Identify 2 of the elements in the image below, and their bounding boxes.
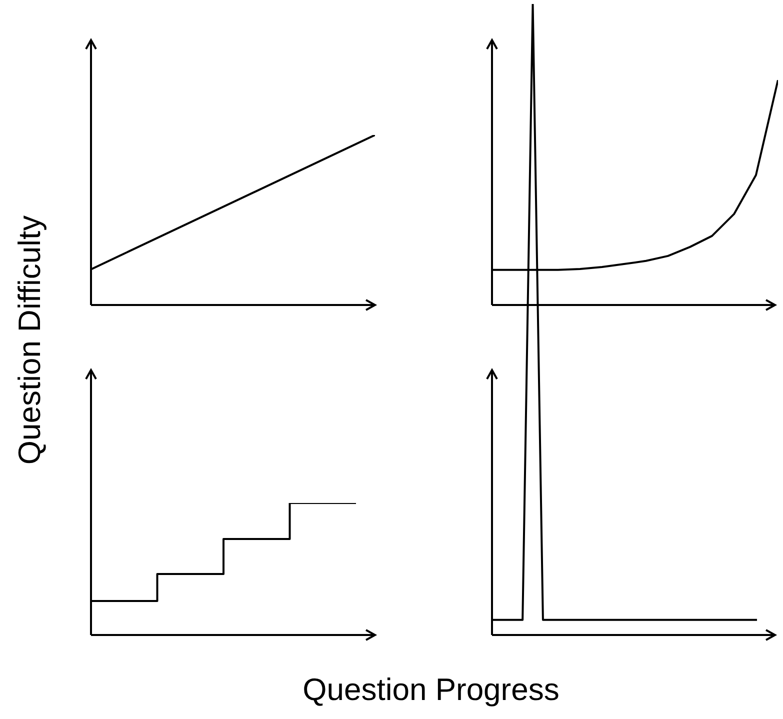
x-axis-title: Question Progress (302, 672, 560, 708)
y-axis-title: Question Difficulty (12, 215, 48, 465)
